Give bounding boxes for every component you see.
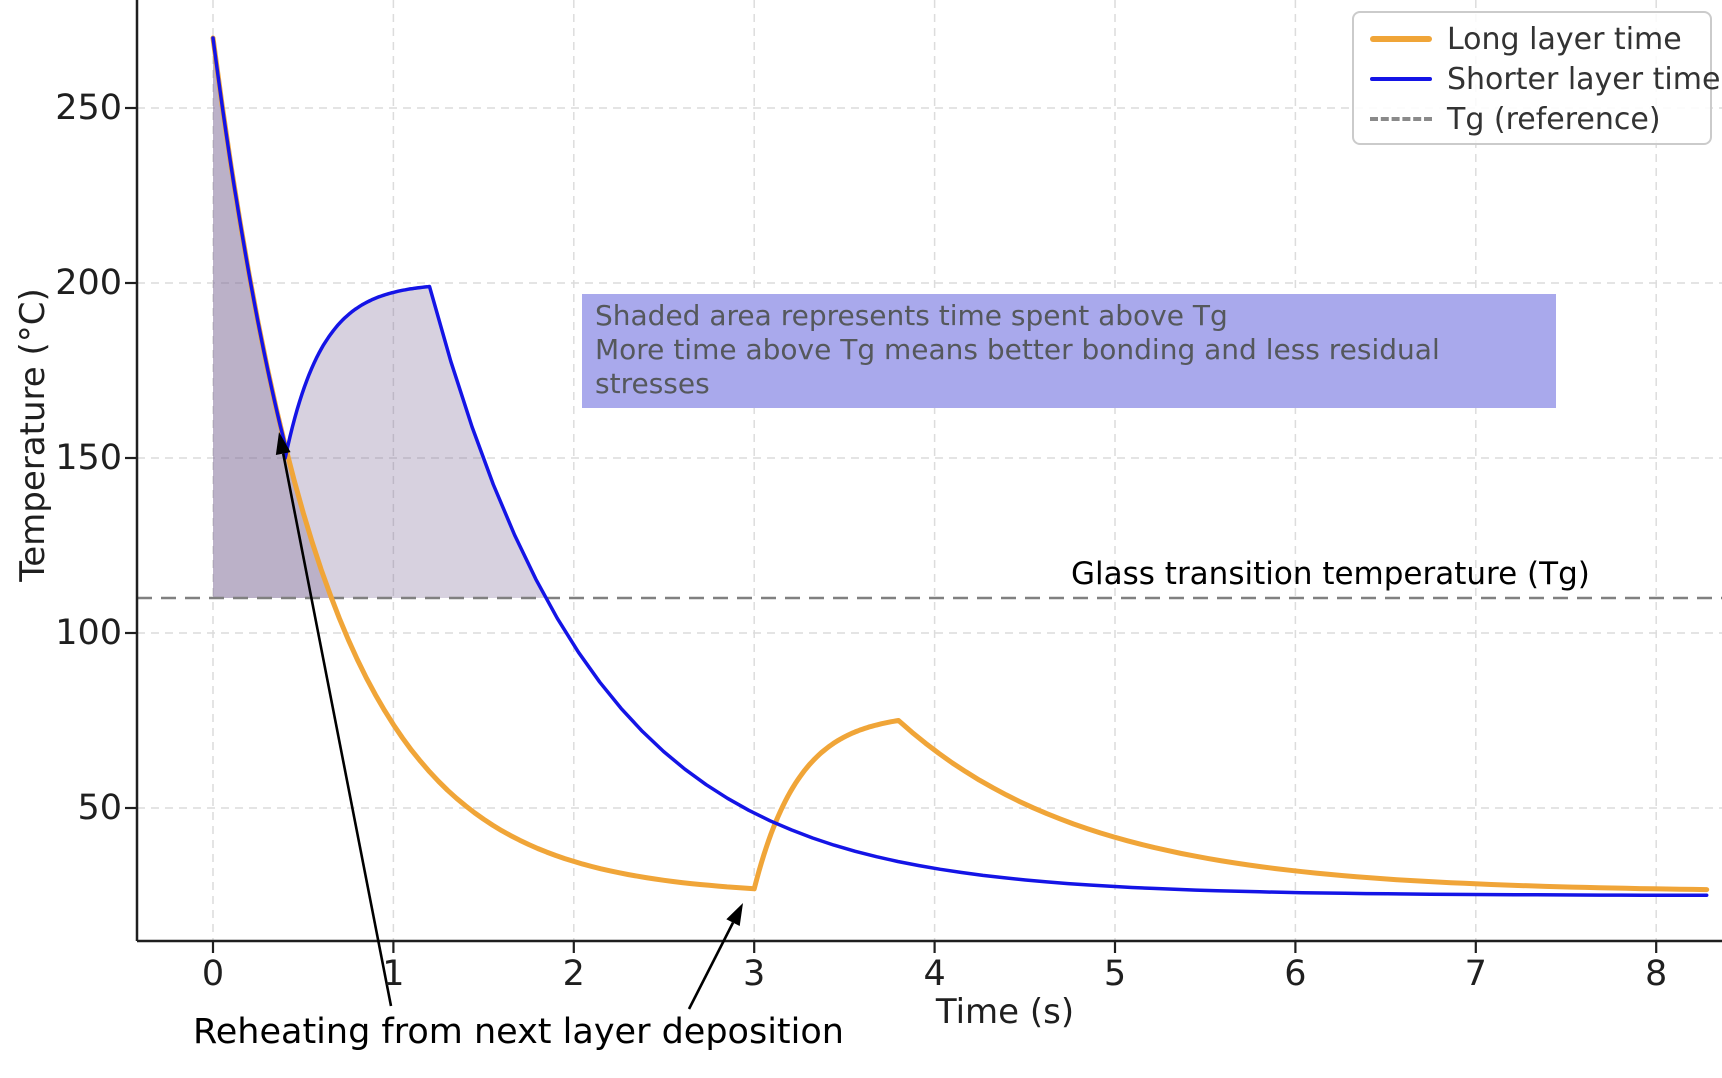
y-tick-label: 250 bbox=[55, 88, 122, 128]
shaded-area-note-line2: More time above Tg means better bonding … bbox=[595, 333, 1440, 400]
shaded-area-note-line1: Shaded area represents time spent above … bbox=[595, 299, 1228, 332]
x-tick-label: 4 bbox=[923, 954, 946, 994]
y-tick-label: 150 bbox=[55, 438, 122, 478]
y-axis-title: Temperature (°C) bbox=[13, 288, 53, 582]
annotation-arrow-line bbox=[687, 922, 735, 1010]
legend-item-shorter-layer-time: Shorter layer time bbox=[1370, 59, 1720, 99]
long-layer-curve bbox=[210, 35, 1710, 893]
y-tick-label: 50 bbox=[77, 788, 122, 828]
legend-item-long-layer-time: Long layer time bbox=[1370, 19, 1710, 59]
reheating-annotation-label: Reheating from next layer deposition bbox=[193, 1012, 844, 1052]
legend-item-tg-reference: Tg (reference) bbox=[1370, 99, 1710, 139]
legend-label: Shorter layer time bbox=[1447, 61, 1721, 97]
x-tick-label: 6 bbox=[1284, 954, 1307, 994]
shorter-layer-line-swatch bbox=[1370, 77, 1432, 81]
x-tick-label: 0 bbox=[201, 954, 225, 994]
annotation-arrow-head bbox=[275, 432, 291, 456]
legend-label: Tg (reference) bbox=[1447, 101, 1661, 137]
x-axis-title: Time (s) bbox=[935, 992, 1075, 1032]
legend-label: Long layer time bbox=[1447, 21, 1682, 57]
x-tick-label: 1 bbox=[382, 954, 405, 994]
tg-line-label: Glass transition temperature (Tg) bbox=[1071, 556, 1590, 592]
x-tick-label: 2 bbox=[562, 954, 585, 994]
shaded-area-note: Shaded area represents time spent above … bbox=[582, 294, 1556, 408]
x-tick-label: 3 bbox=[743, 954, 766, 994]
legend: Long layer time Shorter layer time Tg (r… bbox=[1352, 11, 1720, 145]
y-tick-label: 100 bbox=[55, 613, 122, 653]
tg-reference-line-swatch bbox=[1370, 117, 1432, 121]
shorter-layer-curve bbox=[211, 36, 1709, 898]
shaded-area-above-tg bbox=[213, 38, 332, 598]
long-layer-line-swatch bbox=[1370, 36, 1432, 42]
x-tick-label: 8 bbox=[1645, 954, 1668, 994]
annotation-arrow-head bbox=[726, 903, 743, 927]
annotation-arrow-line bbox=[281, 453, 393, 1007]
x-tick-label: 7 bbox=[1464, 954, 1487, 994]
x-tick-label: 5 bbox=[1103, 954, 1127, 994]
y-tick-label: 200 bbox=[55, 263, 122, 303]
shaded-area-above-tg bbox=[213, 38, 546, 599]
